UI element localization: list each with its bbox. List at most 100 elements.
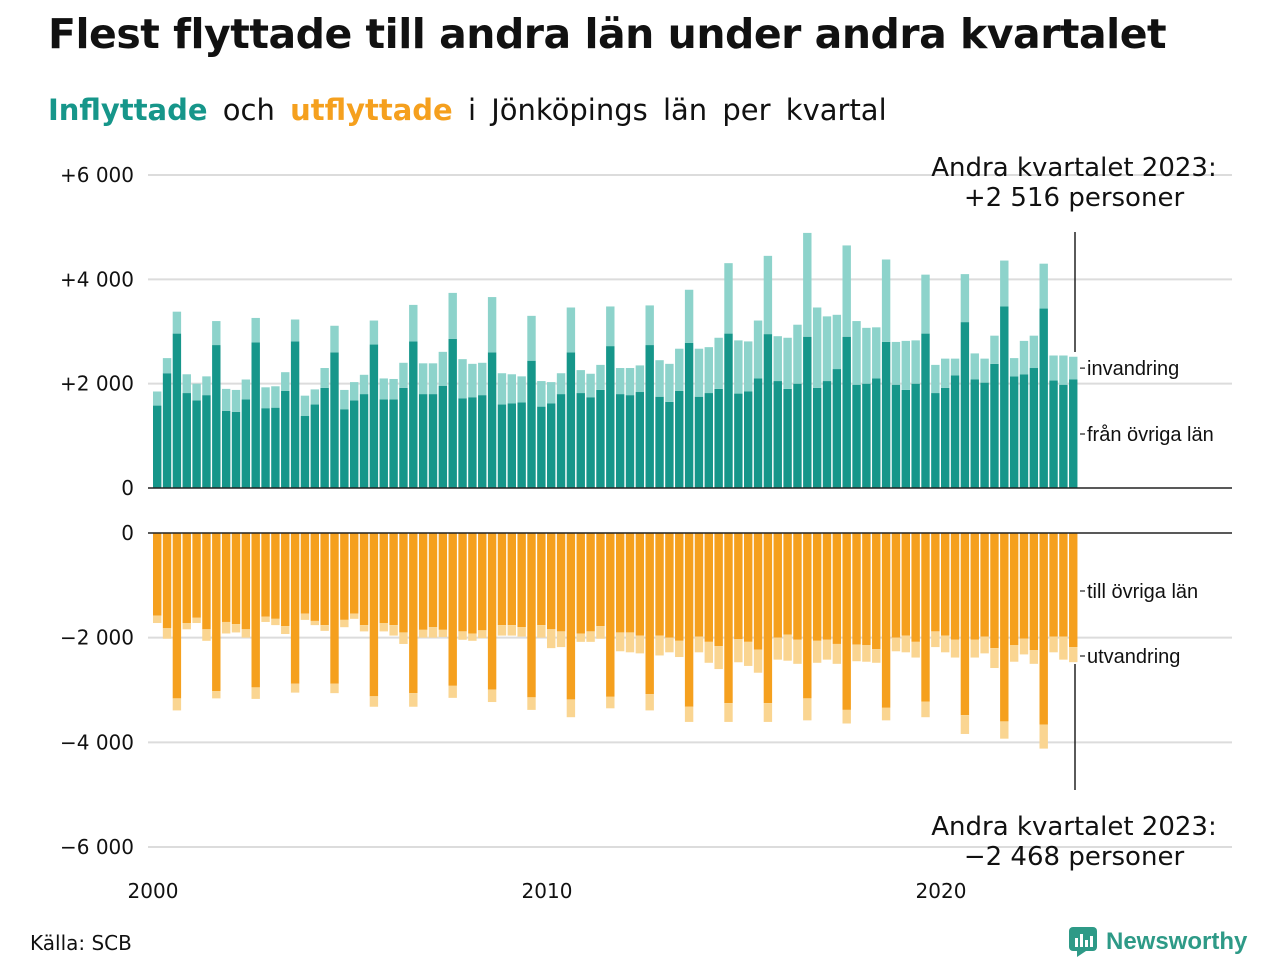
bar-out-emigration bbox=[566, 699, 576, 718]
bar-out-domestic bbox=[527, 533, 536, 698]
xtick-label: 2000 bbox=[128, 879, 179, 903]
bar-out-emigration bbox=[1029, 650, 1039, 664]
bar-out-domestic bbox=[418, 533, 428, 630]
bar-out-emigration bbox=[980, 636, 989, 654]
bar-in-domestic bbox=[172, 333, 182, 488]
bar-in-domestic bbox=[389, 399, 398, 488]
subtitle-and-word: och bbox=[222, 93, 275, 127]
bar-out-domestic bbox=[300, 533, 310, 614]
bar-in-immigration bbox=[744, 341, 753, 392]
bar-out-emigration bbox=[901, 635, 910, 653]
bar-out-emigration bbox=[1019, 638, 1029, 655]
bar-in-domestic bbox=[192, 400, 201, 488]
bar-out-domestic bbox=[1029, 533, 1039, 651]
bar-in-immigration bbox=[320, 368, 329, 388]
bar-out-domestic bbox=[576, 533, 585, 634]
bar-out-emigration bbox=[212, 691, 221, 699]
bar-out-domestic bbox=[596, 533, 605, 627]
bar-out-emigration bbox=[468, 633, 477, 641]
bar-in-domestic bbox=[162, 373, 172, 488]
ytick-label-top: +6 000 bbox=[60, 163, 134, 187]
bars-layer bbox=[153, 232, 1078, 749]
bar-out-domestic bbox=[763, 533, 773, 704]
bar-out-emigration bbox=[330, 683, 339, 694]
bar-in-immigration bbox=[773, 336, 782, 382]
bar-in-domestic bbox=[251, 342, 260, 488]
bar-in-immigration bbox=[931, 364, 940, 394]
bar-in-immigration bbox=[428, 363, 438, 395]
bar-out-domestic bbox=[606, 533, 615, 697]
bar-out-domestic bbox=[221, 533, 231, 622]
bar-in-domestic bbox=[842, 336, 851, 488]
bar-in-domestic bbox=[724, 333, 733, 488]
bar-out-emigration bbox=[891, 637, 901, 652]
bar-out-domestic bbox=[941, 533, 950, 636]
bar-in-domestic bbox=[369, 344, 379, 488]
bar-out-emigration bbox=[1049, 636, 1058, 653]
bar-in-domestic bbox=[744, 391, 753, 488]
chart-title: Flest flyttade till andra län under andr… bbox=[48, 10, 1167, 58]
bar-in-domestic bbox=[359, 394, 369, 488]
bar-out-domestic bbox=[290, 533, 300, 684]
bar-in-domestic bbox=[665, 401, 674, 488]
bar-out-emigration bbox=[586, 631, 595, 642]
bar-out-domestic bbox=[960, 533, 970, 716]
bar-out-domestic bbox=[714, 533, 723, 647]
bar-in-immigration bbox=[537, 381, 546, 407]
bar-out-emigration bbox=[1039, 724, 1048, 749]
bar-out-domestic bbox=[812, 533, 822, 641]
bar-out-emigration bbox=[625, 632, 635, 653]
bar-in-immigration bbox=[517, 376, 526, 403]
bar-in-domestic bbox=[271, 407, 280, 488]
bar-in-domestic bbox=[468, 397, 477, 488]
bar-out-emigration bbox=[379, 623, 388, 632]
subtitle-rest: i Jönköpings län per kvartal bbox=[467, 93, 887, 127]
bar-out-domestic bbox=[172, 533, 182, 699]
bar-in-domestic bbox=[221, 410, 231, 488]
bar-in-immigration bbox=[566, 307, 576, 353]
bar-out-emigration bbox=[970, 639, 979, 658]
bar-out-emigration bbox=[931, 631, 940, 648]
bar-in-immigration bbox=[350, 382, 359, 401]
bar-in-domestic bbox=[921, 333, 930, 488]
bar-out-domestic bbox=[1039, 533, 1048, 725]
newsworthy-logo-icon bbox=[1069, 927, 1097, 957]
bar-in-domestic bbox=[497, 404, 507, 488]
bar-in-domestic bbox=[300, 416, 310, 488]
bar-in-immigration bbox=[153, 391, 162, 406]
bar-in-domestic bbox=[763, 334, 773, 488]
series-label-from-other-counties: från övriga län bbox=[1087, 424, 1214, 446]
bar-in-domestic bbox=[340, 409, 349, 488]
bar-out-emigration bbox=[438, 629, 448, 638]
bar-in-immigration bbox=[941, 358, 950, 388]
bar-in-domestic bbox=[793, 383, 802, 488]
bar-out-domestic bbox=[684, 533, 694, 707]
bar-out-emigration bbox=[537, 625, 546, 638]
bar-out-domestic bbox=[803, 533, 812, 699]
bar-out-emigration bbox=[320, 625, 329, 631]
bar-in-domestic bbox=[310, 404, 319, 488]
bar-in-domestic bbox=[881, 341, 891, 488]
bar-in-immigration bbox=[1019, 340, 1029, 375]
bar-out-emigration bbox=[832, 643, 842, 664]
bar-out-domestic bbox=[734, 533, 743, 640]
bar-out-emigration bbox=[1069, 647, 1078, 663]
bar-out-domestic bbox=[891, 533, 901, 638]
series-label-immigration: invandring bbox=[1087, 358, 1179, 380]
bar-out-emigration bbox=[744, 641, 753, 666]
bar-out-domestic bbox=[704, 533, 713, 642]
bar-in-immigration bbox=[300, 395, 310, 417]
series-label-to-other-counties: till övriga län bbox=[1087, 581, 1198, 603]
bar-in-immigration bbox=[478, 362, 487, 396]
bar-out-emigration bbox=[389, 625, 398, 636]
bar-in-immigration bbox=[665, 363, 674, 402]
bar-out-emigration bbox=[547, 629, 556, 649]
bar-in-immigration bbox=[891, 341, 901, 385]
bar-out-domestic bbox=[625, 533, 635, 633]
bar-in-immigration bbox=[645, 305, 654, 346]
bar-in-immigration bbox=[290, 319, 300, 342]
bar-out-emigration bbox=[192, 617, 201, 624]
bar-in-immigration bbox=[803, 232, 812, 337]
bar-in-domestic bbox=[753, 378, 763, 488]
bar-out-domestic bbox=[970, 533, 979, 640]
